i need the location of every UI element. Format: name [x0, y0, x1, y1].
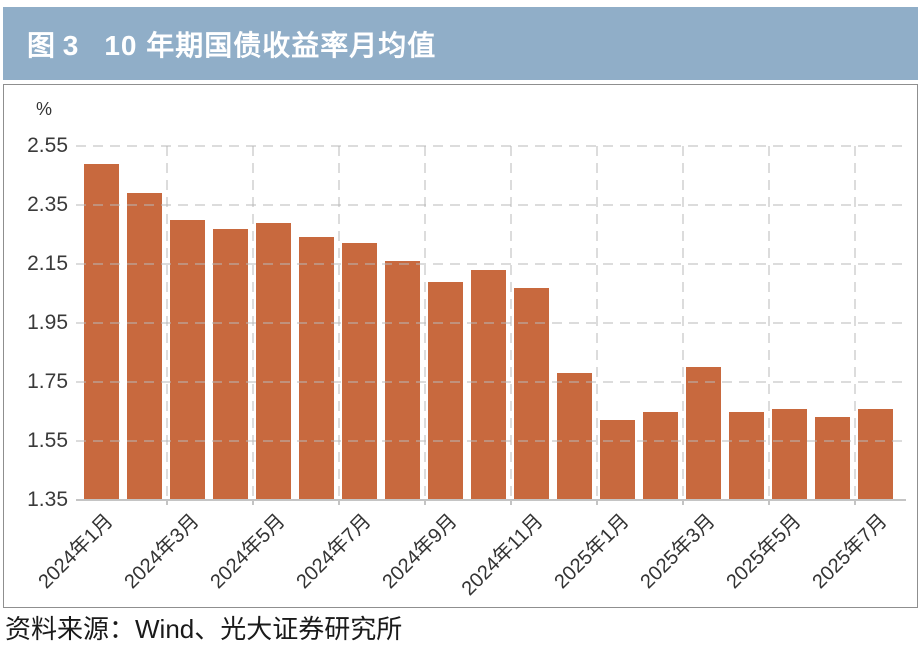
v-gridline — [854, 146, 856, 500]
figure-header: 图 3 10 年期国债收益率月均值 — [3, 7, 918, 80]
bar-2025年4月 — [729, 412, 764, 500]
x-axis-tick — [682, 500, 684, 505]
v-gridline — [338, 146, 340, 500]
bar-2024年6月 — [299, 237, 334, 500]
bar-2025年2月 — [643, 412, 678, 500]
v-gridline — [166, 146, 168, 500]
bar-2025年7月 — [858, 409, 893, 500]
bar-2024年11月 — [514, 288, 549, 500]
y-tick-label: 1.55 — [27, 429, 68, 452]
bar-chart-plot — [76, 145, 906, 505]
v-gridline — [252, 146, 254, 500]
bar-2024年1月 — [84, 164, 119, 500]
x-axis-tick — [596, 500, 598, 505]
bar-2024年9月 — [428, 282, 463, 500]
figure-label: 图 3 — [27, 29, 79, 61]
bar-2025年3月 — [686, 367, 721, 500]
v-gridline — [510, 146, 512, 500]
y-tick-label: 1.35 — [27, 488, 68, 511]
bar-2025年6月 — [815, 417, 850, 500]
h-gridline — [76, 145, 906, 147]
bar-2025年5月 — [772, 409, 807, 500]
bar-2024年8月 — [385, 261, 420, 500]
bar-2024年10月 — [471, 270, 506, 500]
bar-2024年3月 — [170, 220, 205, 500]
y-tick-label: 1.75 — [27, 370, 68, 393]
x-axis-tick — [424, 500, 426, 505]
v-gridline — [682, 146, 684, 500]
chart-panel: % 2.55 2.35 2.15 1.95 1.75 1.55 1.35 2024年1月 202… — [3, 84, 918, 608]
x-axis-tick — [854, 500, 856, 505]
h-gridline — [76, 204, 906, 206]
bar-2024年4月 — [213, 229, 248, 500]
x-axis-tick — [252, 500, 254, 505]
y-tick-label: 2.15 — [27, 252, 68, 275]
figure-title: 10 年期国债收益率月均值 — [104, 29, 437, 61]
y-axis-unit-label: % — [36, 99, 53, 119]
y-tick-label: 2.55 — [27, 134, 68, 157]
v-gridline — [596, 146, 598, 500]
v-gridline — [424, 146, 426, 500]
bar-2024年5月 — [256, 223, 291, 500]
x-axis-tick — [510, 500, 512, 505]
bar-2025年1月 — [600, 420, 635, 500]
v-gridline — [768, 146, 770, 500]
y-tick-label: 2.35 — [27, 193, 68, 216]
bar-2024年2月 — [127, 193, 162, 500]
x-axis-tick — [166, 500, 168, 505]
x-axis-tick — [338, 500, 340, 505]
bar-2024年12月 — [557, 373, 592, 500]
x-axis-tick — [768, 500, 770, 505]
x-axis-line — [76, 499, 906, 501]
y-tick-label: 1.95 — [27, 311, 68, 334]
source-note: 资料来源：Wind、光大证券研究所 — [5, 614, 403, 644]
bar-2024年7月 — [342, 243, 377, 500]
